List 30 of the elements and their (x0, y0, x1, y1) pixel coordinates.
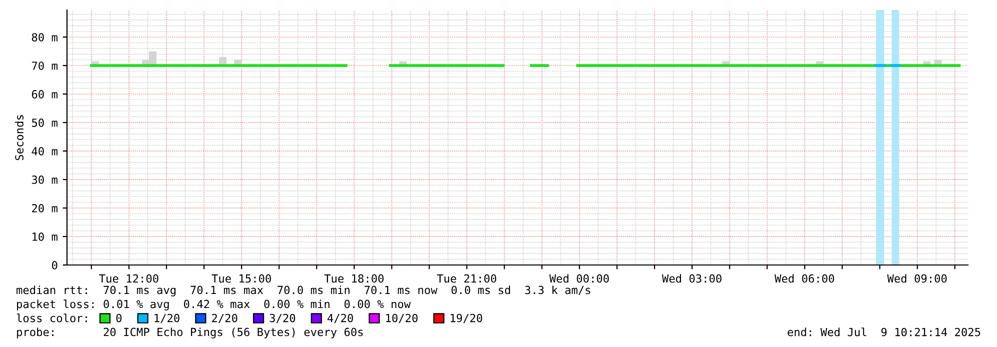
x-tick-label: Tue 12:00 (99, 274, 158, 283)
legend-label: 4/20 (328, 314, 353, 324)
legend-label: 10/20 (386, 314, 418, 324)
y-tick-label: 20 m (32, 204, 58, 212)
legend-label: 2/20 (212, 314, 238, 324)
x-tick-label: Wed 00:00 (549, 274, 609, 283)
text: packet loss: 0.01 % avg 0.42 % max 0.00 % min 0.00 % now (17, 300, 411, 310)
y-tick-label: 50 m (32, 118, 58, 127)
y-tick-label: 80 m (32, 33, 58, 42)
x-tick-label: Wed 03:00 (662, 274, 722, 283)
text: probe: 20 ICMP Echo Pings (56 Bytes) every 60s (17, 328, 363, 338)
y-tick-label: 40 m (32, 147, 58, 156)
legend-label: 0 (116, 314, 122, 322)
y-tick-label: 70 m (32, 62, 58, 70)
x-tick-label: Wed 06:00 (774, 274, 834, 283)
text: end: Wed Jul 9 10:21:14 2025 (788, 328, 980, 336)
x-tick-label: Tue 15:00 (212, 274, 271, 283)
legend-label: 1/20 (154, 314, 180, 324)
y-tick-label: 30 m (32, 176, 58, 184)
legend-label: 3/20 (270, 314, 296, 324)
text: median rtt: 70.1 ms avg 70.1 ms max 70.0 ms min 70.1 ms now 0.0 ms sd 3.3 k am/s (16, 286, 590, 296)
y-tick-label: 60 m (32, 90, 58, 98)
y-tick-label: 10 m (32, 232, 58, 241)
legend-title: loss color: (16, 314, 87, 322)
y-axis-title: Seconds (14, 115, 24, 160)
x-tick-label: Wed 09:00 (887, 274, 947, 283)
x-tick-label: Tue 18:00 (324, 274, 384, 283)
legend-label: 19/20 (450, 314, 482, 324)
x-tick-label: Tue 21:00 (436, 274, 496, 283)
y-tick-label: 0 (52, 261, 58, 270)
